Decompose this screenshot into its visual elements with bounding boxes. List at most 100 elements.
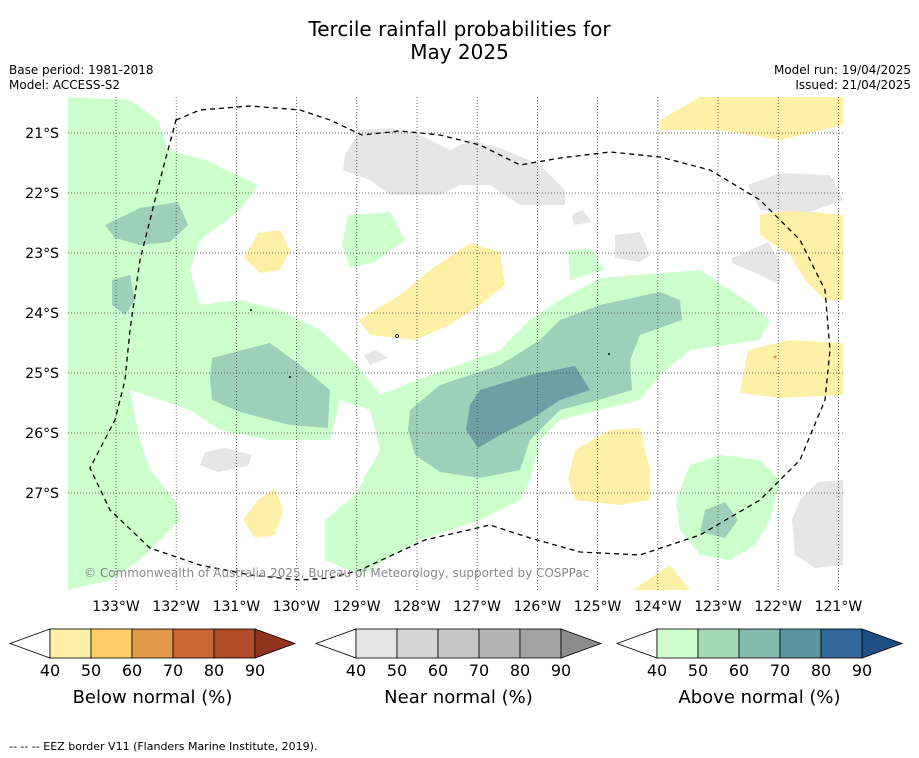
lon-tick-label: 126°W xyxy=(514,599,562,615)
lon-tick-label: 123°W xyxy=(694,599,742,615)
island-marks xyxy=(250,309,777,378)
below-region-south xyxy=(633,565,690,590)
lat-tick-label: 23°S xyxy=(25,246,59,262)
below-region-east-lower xyxy=(740,340,843,398)
below-region-central xyxy=(358,243,505,340)
lat-tick-label: 26°S xyxy=(25,426,59,442)
legend-under-arrow xyxy=(8,628,51,659)
legend-over-arrow xyxy=(560,628,603,659)
legend-swatch xyxy=(213,628,256,659)
legend-tick-label: 40 xyxy=(346,661,366,680)
legend-swatch xyxy=(396,628,439,659)
model-run: Model run: 19/04/2025 xyxy=(773,63,911,77)
legend-title: Below normal (%) xyxy=(73,687,233,708)
issued-date: Issued: 21/04/2025 xyxy=(795,78,911,92)
legend-over-arrow xyxy=(254,628,297,659)
above-region-east-strip xyxy=(568,248,605,280)
legend-tick-label: 70 xyxy=(469,661,489,680)
above-region-central xyxy=(342,212,405,268)
legend-tick-label: 50 xyxy=(387,661,407,680)
lat-tick-label: 21°S xyxy=(25,126,59,142)
lat-tick-label: 25°S xyxy=(25,366,59,382)
legend-tick-label: 70 xyxy=(163,661,183,680)
legend-tick-label: 40 xyxy=(647,661,667,680)
legend-swatch xyxy=(437,628,480,659)
below-region-north-east xyxy=(660,97,843,140)
below-region-southwest xyxy=(243,488,283,538)
below-region-east xyxy=(760,210,843,300)
eez-border xyxy=(89,105,831,581)
meta-right: Model run: 19/04/2025 Issued: 21/04/2025 xyxy=(774,63,911,93)
legend-swatch xyxy=(820,628,863,659)
near-region-east-small xyxy=(615,232,650,262)
lat-tick-label: 27°S xyxy=(25,486,59,502)
near-region-east xyxy=(732,242,780,285)
above50-west xyxy=(210,343,330,428)
lon-tick-label: 131°W xyxy=(213,599,261,615)
meta-left: Base period: 1981-2018 Model: ACCESS-S2 xyxy=(9,63,154,93)
legend-swatch xyxy=(779,628,822,659)
lon-tick-label: 130°W xyxy=(273,599,321,615)
below-region-west-blob xyxy=(244,230,290,273)
legend-swatch xyxy=(697,628,740,659)
latitude-labels: 21°S 22°S 23°S 24°S 25°S 26°S 27°S xyxy=(25,126,59,502)
title-line-2: May 2025 xyxy=(410,40,509,64)
gridlines xyxy=(68,97,843,590)
lon-tick-label: 125°W xyxy=(574,599,622,615)
legend-tick-label: 80 xyxy=(510,661,530,680)
above-normal-60-regions xyxy=(466,366,590,448)
lon-tick-label: 132°W xyxy=(152,599,200,615)
legend-tick-label: 80 xyxy=(811,661,831,680)
legend-swatch xyxy=(656,628,699,659)
base-period: Base period: 1981-2018 xyxy=(9,63,154,77)
lon-tick-label: 121°W xyxy=(815,599,863,615)
near-region-southeast xyxy=(792,480,843,568)
map-title: Tercile rainfall probabilities for May 2… xyxy=(0,18,919,64)
legend-tick-label: 50 xyxy=(81,661,101,680)
legend-tick-label: 90 xyxy=(852,661,872,680)
legend-tick-label: 60 xyxy=(729,661,749,680)
legend-title: Above normal (%) xyxy=(678,687,840,708)
legend-swatch xyxy=(519,628,562,659)
above60-central xyxy=(466,366,590,448)
legend-tick-label: 60 xyxy=(122,661,142,680)
legend-tick-label: 40 xyxy=(40,661,60,680)
legend-tick-label: 60 xyxy=(428,661,448,680)
lat-tick-label: 22°S xyxy=(25,186,59,202)
lon-tick-label: 128°W xyxy=(393,599,441,615)
lon-tick-label: 127°W xyxy=(453,599,501,615)
legend-swatch xyxy=(355,628,398,659)
below-region-south-central xyxy=(568,428,650,505)
legend-tick-label: 50 xyxy=(688,661,708,680)
legend-3: 40 50 60 70 80 90 Above normal (%) xyxy=(615,628,904,708)
legend-2: 40 50 60 70 80 90 Near normal (%) xyxy=(314,628,603,708)
lat-tick-label: 24°S xyxy=(25,306,59,322)
near-region-mid xyxy=(364,350,388,365)
legend-tick-label: 80 xyxy=(204,661,224,680)
legend-swatch xyxy=(49,628,92,659)
legend-title: Near normal (%) xyxy=(384,687,533,708)
title-line-1: Tercile rainfall probabilities for xyxy=(308,17,611,41)
below-normal-40-regions xyxy=(243,97,843,590)
longitude-labels: 133°W 132°W 131°W 130°W 129°W 128°W 127°W 126°W… xyxy=(92,599,862,615)
above50-west-small xyxy=(112,275,135,315)
near-region-small xyxy=(572,210,592,225)
near-region-southwest xyxy=(200,448,252,472)
legend-swatch xyxy=(90,628,133,659)
lon-tick-label: 133°W xyxy=(92,599,140,615)
lon-tick-label: 129°W xyxy=(333,599,381,615)
legend-over-arrow xyxy=(861,628,904,659)
near-region-north xyxy=(343,128,565,205)
lon-tick-label: 124°W xyxy=(634,599,682,615)
model-name: Model: ACCESS-S2 xyxy=(9,78,121,92)
legend-swatch xyxy=(478,628,521,659)
legends: 40 50 60 70 80 90 Below normal (%) 40 50 60 70 80 90… xyxy=(8,628,904,708)
legend-tick-label: 90 xyxy=(245,661,265,680)
above50-northwest xyxy=(105,202,188,245)
legend-under-arrow xyxy=(314,628,357,659)
near-region-northeast xyxy=(748,173,843,212)
lon-tick-label: 122°W xyxy=(754,599,802,615)
legend-tick-label: 90 xyxy=(551,661,571,680)
no-dominant-gaps xyxy=(130,390,215,500)
